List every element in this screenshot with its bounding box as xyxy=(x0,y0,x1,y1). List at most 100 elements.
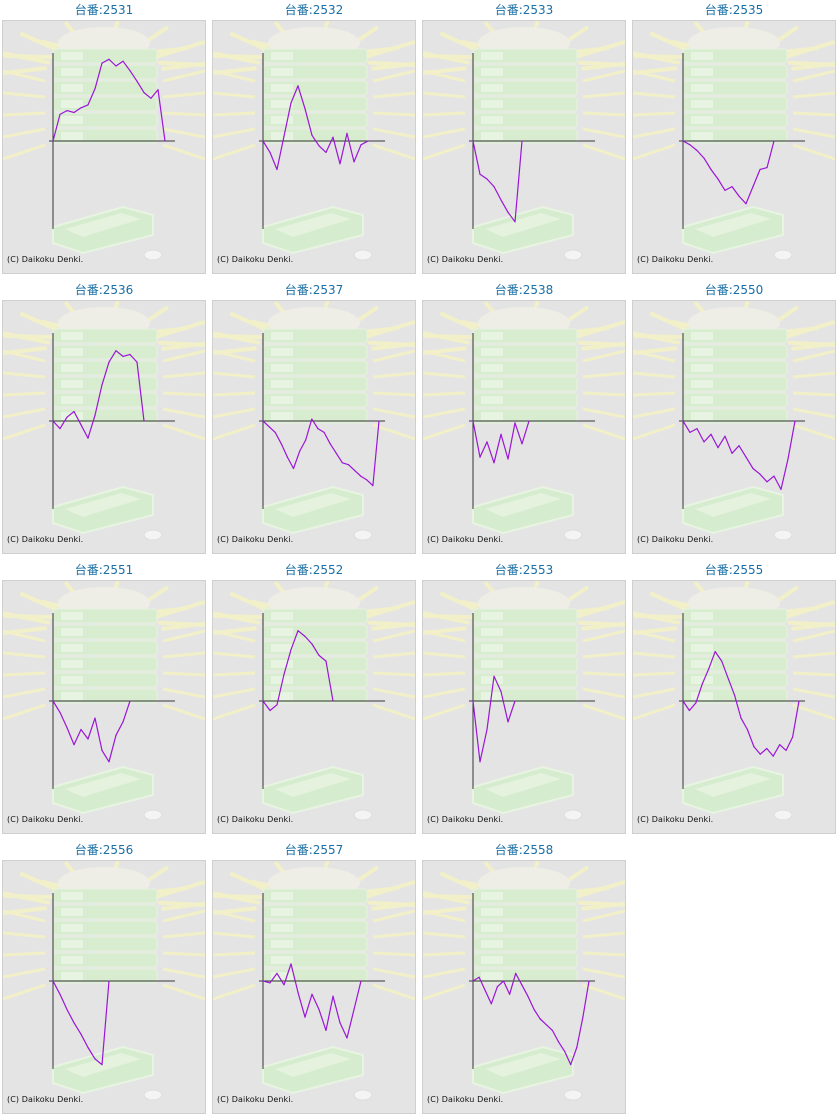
data-point xyxy=(129,700,131,702)
slump-graph xyxy=(633,581,835,821)
data-point xyxy=(80,1033,82,1035)
background-artwork xyxy=(213,301,415,541)
data-point xyxy=(276,168,278,171)
data-point xyxy=(486,728,488,731)
data-point xyxy=(80,728,82,731)
data-point xyxy=(500,199,502,201)
data-point xyxy=(283,135,285,137)
slump-graph xyxy=(213,21,415,261)
background-artwork xyxy=(423,21,625,261)
data-point xyxy=(311,134,313,136)
machine-number-link[interactable]: 台番:2553 xyxy=(494,563,554,577)
data-point xyxy=(325,151,327,153)
data-point xyxy=(269,151,271,153)
slump-graph xyxy=(423,301,625,541)
data-point xyxy=(332,700,334,702)
data-point xyxy=(299,450,301,452)
data-point xyxy=(490,1003,492,1005)
slump-graph xyxy=(3,581,205,821)
data-point xyxy=(73,111,75,114)
data-point xyxy=(164,140,166,142)
data-point xyxy=(297,630,299,632)
copyright-label: (C) Daikoku Denki. xyxy=(217,815,294,824)
background-artwork xyxy=(633,301,835,541)
series-line xyxy=(262,418,380,487)
data-point xyxy=(502,980,505,982)
data-point xyxy=(710,168,712,171)
data-point xyxy=(329,443,331,445)
data-point xyxy=(311,418,313,420)
background-artwork xyxy=(213,21,415,261)
machine-number-link[interactable]: 台番:2532 xyxy=(284,3,344,17)
data-point xyxy=(129,353,131,356)
machine-number-link[interactable]: 台番:2551 xyxy=(74,563,134,577)
data-point xyxy=(759,753,761,755)
data-point xyxy=(80,424,82,426)
data-point xyxy=(500,690,502,693)
data-point xyxy=(304,108,306,110)
data-point xyxy=(122,60,124,62)
data-point xyxy=(143,420,145,422)
background-artwork xyxy=(3,861,205,1101)
data-point xyxy=(478,976,480,978)
data-point xyxy=(682,700,684,702)
data-point xyxy=(717,178,719,180)
copyright-label: (C) Daikoku Denki. xyxy=(7,815,84,824)
machine-number-link[interactable]: 台番:2531 xyxy=(74,3,134,17)
data-point xyxy=(52,140,54,142)
machine-number-link[interactable]: 台番:2535 xyxy=(704,3,764,17)
data-point xyxy=(332,136,334,138)
data-point xyxy=(80,107,82,109)
machine-number-link[interactable]: 台番:2537 xyxy=(284,283,344,297)
copyright-label: (C) Daikoku Denki. xyxy=(217,255,294,264)
chart-frame: (C) Daikoku Denki. xyxy=(212,580,416,834)
data-point xyxy=(353,1008,355,1011)
chart-frame: (C) Daikoku Denki. xyxy=(2,300,206,554)
data-point xyxy=(360,144,362,146)
data-point xyxy=(682,420,684,422)
data-point xyxy=(360,475,362,477)
data-point xyxy=(347,464,350,466)
chart-frame: (C) Daikoku Denki. xyxy=(2,580,206,834)
machine-number-link[interactable]: 台番:2556 xyxy=(74,843,134,857)
machine-number-link[interactable]: 台番:2552 xyxy=(284,563,344,577)
machine-number-link[interactable]: 台番:2555 xyxy=(704,563,764,577)
data-point xyxy=(588,980,590,982)
data-point xyxy=(115,65,117,67)
data-point xyxy=(66,110,68,112)
machine-chart-cell: 台番:2536 (C) Daikoku Denki. xyxy=(0,280,208,556)
data-point xyxy=(325,1029,327,1031)
data-point xyxy=(122,355,124,357)
machine-number-link[interactable]: 台番:2550 xyxy=(704,283,764,297)
machine-chart-cell: 台番:2535 (C) Daikoku Denki. xyxy=(630,0,838,276)
data-point xyxy=(689,144,691,146)
slump-graph xyxy=(423,581,625,821)
series-line xyxy=(52,980,110,1066)
data-point xyxy=(731,186,733,188)
data-point xyxy=(129,70,131,72)
data-point xyxy=(325,660,327,662)
data-point xyxy=(268,426,270,428)
chart-frame: (C) Daikoku Denki. xyxy=(422,580,626,834)
background-artwork xyxy=(3,301,205,541)
data-point xyxy=(521,443,523,445)
machine-number-link[interactable]: 台番:2536 xyxy=(74,283,134,297)
data-point xyxy=(341,462,343,464)
machine-number-link[interactable]: 台番:2538 xyxy=(494,283,554,297)
data-point xyxy=(94,1058,96,1060)
machine-number-link[interactable]: 台番:2533 xyxy=(494,3,554,17)
data-point xyxy=(143,92,145,94)
data-point xyxy=(150,97,152,99)
data-point xyxy=(500,433,502,435)
machine-number-link[interactable]: 台番:2557 xyxy=(284,843,344,857)
series-line xyxy=(262,85,369,171)
series-line xyxy=(682,420,796,490)
machine-number-link[interactable]: 台番:2558 xyxy=(494,843,554,857)
data-point xyxy=(766,481,768,483)
data-point xyxy=(507,211,509,213)
data-point xyxy=(73,744,75,746)
chart-frame: (C) Daikoku Denki. xyxy=(632,580,836,834)
chart-frame: (C) Daikoku Denki. xyxy=(422,20,626,274)
data-point xyxy=(472,700,474,702)
data-point xyxy=(773,140,775,142)
